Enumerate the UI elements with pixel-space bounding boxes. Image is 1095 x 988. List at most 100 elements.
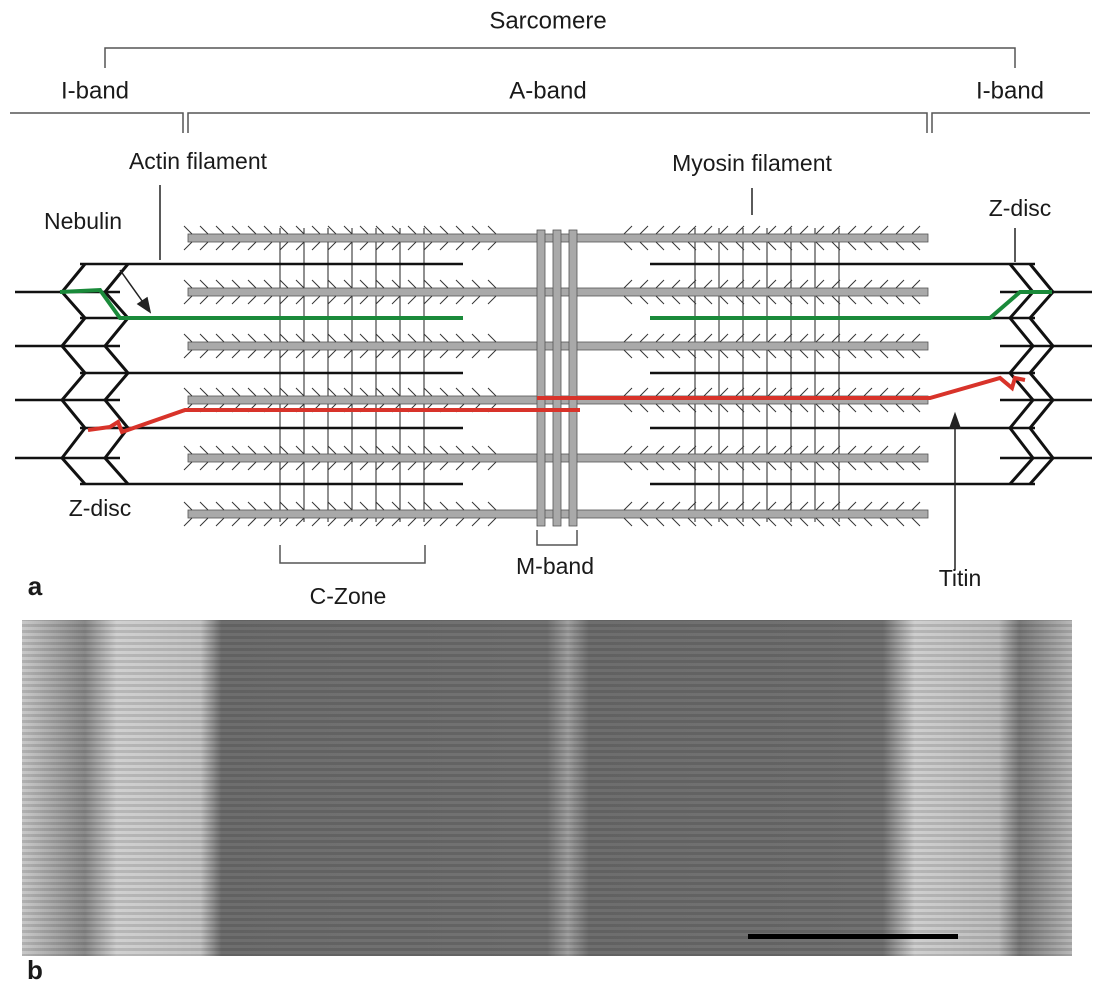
myosin-head <box>912 280 920 288</box>
myosin-head <box>720 296 728 304</box>
myosin-head <box>672 242 680 250</box>
myosin-head <box>640 462 648 470</box>
panel-label: a <box>28 571 43 601</box>
myosin-head <box>880 226 888 234</box>
myosin-head <box>280 462 288 470</box>
myosin-head <box>184 242 192 250</box>
myosin-head <box>200 462 208 470</box>
m-band <box>537 230 545 526</box>
myosin-head <box>800 518 808 526</box>
label: Titin <box>939 565 982 591</box>
myosin-head <box>800 446 808 454</box>
myosin-head <box>768 388 776 396</box>
myosin-head <box>344 388 352 396</box>
myosin-head <box>488 334 496 342</box>
myosin-head <box>440 502 448 510</box>
myosin-head <box>704 350 712 358</box>
myosin-head <box>672 350 680 358</box>
myosin-head <box>816 296 824 304</box>
band-label: I-band <box>61 77 129 104</box>
sarcomere-bracket <box>105 48 1015 68</box>
myosin-head <box>424 296 432 304</box>
myosin-head <box>280 388 288 396</box>
micrograph <box>22 620 1072 956</box>
myosin-head <box>312 334 320 342</box>
myosin-head <box>296 518 304 526</box>
myosin-head <box>752 462 760 470</box>
myosin-head <box>816 462 824 470</box>
myosin-head <box>200 334 208 342</box>
myosin-head <box>184 350 192 358</box>
myosin-head <box>656 296 664 304</box>
myosin-head <box>264 502 272 510</box>
filaments <box>15 226 1092 526</box>
myosin-head <box>720 388 728 396</box>
myosin-head <box>768 404 776 412</box>
myosin-head <box>864 502 872 510</box>
myosin-head <box>880 350 888 358</box>
myosin-head <box>312 518 320 526</box>
myosin-head <box>216 350 224 358</box>
myosin-head <box>816 404 824 412</box>
myosin-head <box>328 502 336 510</box>
myosin-head <box>880 280 888 288</box>
myosin-head <box>184 334 192 342</box>
myosin-head <box>216 446 224 454</box>
myosin-head <box>392 388 400 396</box>
myosin-head <box>640 242 648 250</box>
myosin-head <box>864 226 872 234</box>
myosin-head <box>280 518 288 526</box>
myosin-head <box>280 446 288 454</box>
myosin-head <box>672 226 680 234</box>
myosin-head <box>848 388 856 396</box>
myosin-head <box>912 334 920 342</box>
myosin-head <box>344 242 352 250</box>
myosin-head <box>216 518 224 526</box>
myosin-head <box>704 296 712 304</box>
myosin-head <box>800 226 808 234</box>
m-band <box>569 230 577 526</box>
myosin-head <box>280 502 288 510</box>
myosin-head <box>880 404 888 412</box>
myosin-head <box>752 388 760 396</box>
myosin-head <box>656 280 664 288</box>
myosin-head <box>656 446 664 454</box>
myosin-head <box>424 226 432 234</box>
myosin-head <box>296 226 304 234</box>
myosin-head <box>328 462 336 470</box>
myosin-head <box>704 388 712 396</box>
myosin-head <box>640 226 648 234</box>
myosin-head <box>816 502 824 510</box>
myosin-head <box>488 350 496 358</box>
myosin-head <box>768 242 776 250</box>
myosin-head <box>344 446 352 454</box>
myosin-head <box>296 388 304 396</box>
myosin-head <box>216 388 224 396</box>
figure: Sarcomere I-band A-band I-band Actin fil… <box>0 0 1095 988</box>
myosin-head <box>624 446 632 454</box>
myosin-head <box>720 280 728 288</box>
myosin-head <box>184 502 192 510</box>
myosin-head <box>880 296 888 304</box>
myosin-head <box>624 518 632 526</box>
myosin-head <box>200 226 208 234</box>
myosin-head <box>488 388 496 396</box>
myosin-head <box>264 334 272 342</box>
myosin-head <box>232 518 240 526</box>
myosin-head <box>360 296 368 304</box>
myosin-head <box>640 446 648 454</box>
myosin-head <box>312 280 320 288</box>
myosin-head <box>704 280 712 288</box>
myosin-head <box>624 242 632 250</box>
myosin-head <box>264 462 272 470</box>
myosin-head <box>656 404 664 412</box>
myosin-head <box>392 462 400 470</box>
myosin-head <box>848 518 856 526</box>
myosin-head <box>488 226 496 234</box>
myosin-head <box>344 334 352 342</box>
myosin-head <box>800 404 808 412</box>
arrow <box>120 270 145 305</box>
myosin-head <box>704 462 712 470</box>
titin <box>537 378 1025 398</box>
myosin-head <box>312 502 320 510</box>
